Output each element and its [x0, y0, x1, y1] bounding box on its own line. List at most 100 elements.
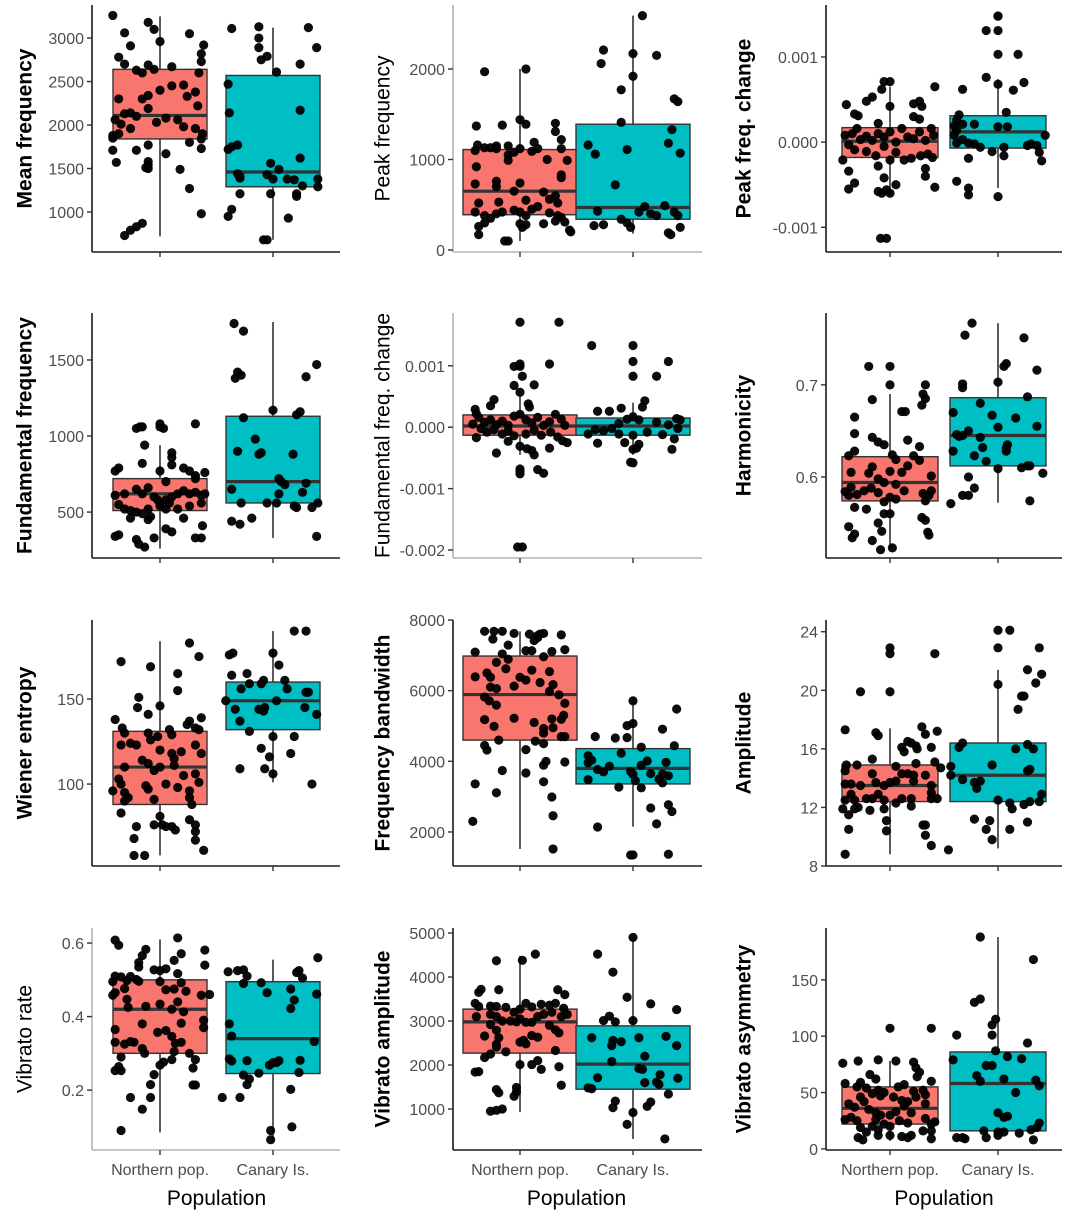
data-point [920, 163, 931, 174]
data-point [217, 1092, 227, 1103]
data-point [1025, 496, 1035, 506]
data-point [521, 429, 531, 439]
data-point [110, 714, 120, 725]
data-point [494, 197, 504, 207]
data-point [598, 1015, 609, 1026]
data-point [149, 820, 159, 830]
data-point [155, 466, 165, 476]
data-point [271, 67, 282, 77]
data-point [861, 146, 872, 157]
data-point [963, 190, 974, 200]
data-point [474, 198, 484, 208]
data-point [663, 1089, 674, 1099]
data-point [550, 118, 561, 128]
data-point [952, 138, 962, 148]
data-point [593, 1073, 603, 1083]
data-point [958, 383, 968, 393]
data-point [471, 162, 481, 172]
data-point [590, 731, 600, 742]
data-point [149, 533, 159, 543]
data-point [912, 744, 922, 754]
y-tick-label: 0.2 [62, 1083, 84, 1100]
data-point [176, 1037, 186, 1047]
data-point [480, 1031, 490, 1041]
data-point [899, 486, 909, 496]
data-point [501, 1047, 511, 1057]
data-point [926, 1134, 936, 1144]
data-point [1034, 147, 1044, 157]
data-point [1034, 796, 1044, 807]
data-point [482, 745, 492, 755]
data-point [891, 147, 901, 157]
data-point [897, 794, 907, 804]
data-point [628, 430, 638, 440]
data-point [891, 454, 901, 465]
data-point [628, 932, 638, 943]
x-axis-labels-col-2: Northern pop. Canary Is. Population [471, 1162, 669, 1210]
data-point [470, 779, 480, 789]
data-point [930, 757, 940, 767]
data-point [1008, 85, 1018, 95]
y-axis-title: Amplitude [733, 692, 756, 795]
data-point [161, 113, 171, 123]
data-point [247, 513, 257, 523]
data-point [227, 1056, 237, 1066]
data-point [223, 211, 233, 221]
data-point [917, 101, 927, 111]
data-point [143, 504, 153, 514]
data-point [176, 1018, 186, 1028]
x-category-label: Northern pop. [471, 1162, 569, 1179]
data-point [610, 733, 620, 743]
data-point [838, 155, 848, 165]
data-point [527, 665, 537, 675]
data-point [194, 68, 204, 78]
data-point [155, 36, 165, 47]
data-point [295, 153, 305, 163]
data-point [143, 163, 153, 174]
data-point [190, 723, 200, 733]
data-point [1014, 1128, 1024, 1138]
data-point [993, 464, 1003, 474]
data-point [556, 144, 566, 154]
data-point [663, 138, 674, 148]
data-point [885, 127, 895, 137]
data-point [169, 984, 179, 994]
data-point [608, 967, 618, 977]
data-point [108, 145, 118, 155]
data-point [161, 477, 171, 487]
data-point [544, 417, 555, 427]
data-point [636, 742, 646, 752]
data-point [122, 975, 132, 986]
data-point [491, 788, 501, 798]
data-point [196, 143, 206, 154]
data-point [861, 1127, 872, 1137]
data-point [637, 10, 648, 21]
data-point [1002, 1051, 1013, 1062]
data-point [153, 731, 163, 742]
data-point [669, 434, 679, 444]
data-point [958, 84, 968, 94]
data-point [885, 155, 895, 165]
data-point [981, 25, 991, 36]
data-point [550, 998, 561, 1009]
data-point [143, 515, 153, 525]
data-point [143, 483, 153, 493]
data-point [190, 820, 200, 830]
data-point [480, 1052, 490, 1063]
data-point [280, 480, 290, 490]
data-point [471, 121, 481, 131]
data-point [975, 142, 985, 152]
data-point [176, 949, 186, 959]
data-point [509, 628, 519, 639]
data-point [260, 764, 270, 774]
data-point [194, 651, 204, 662]
data-point [170, 825, 180, 835]
data-point [131, 740, 141, 750]
data-point [184, 638, 195, 648]
data-point [1022, 665, 1033, 675]
y-tick-label: -0.002 [400, 543, 445, 560]
data-point [844, 490, 854, 500]
data-point [274, 660, 284, 670]
data-point [295, 407, 305, 417]
data-point [861, 504, 872, 514]
